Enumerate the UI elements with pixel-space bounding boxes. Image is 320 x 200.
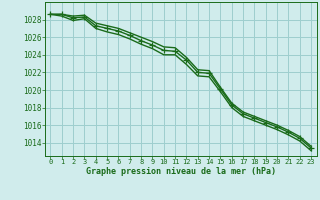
X-axis label: Graphe pression niveau de la mer (hPa): Graphe pression niveau de la mer (hPa) (86, 167, 276, 176)
